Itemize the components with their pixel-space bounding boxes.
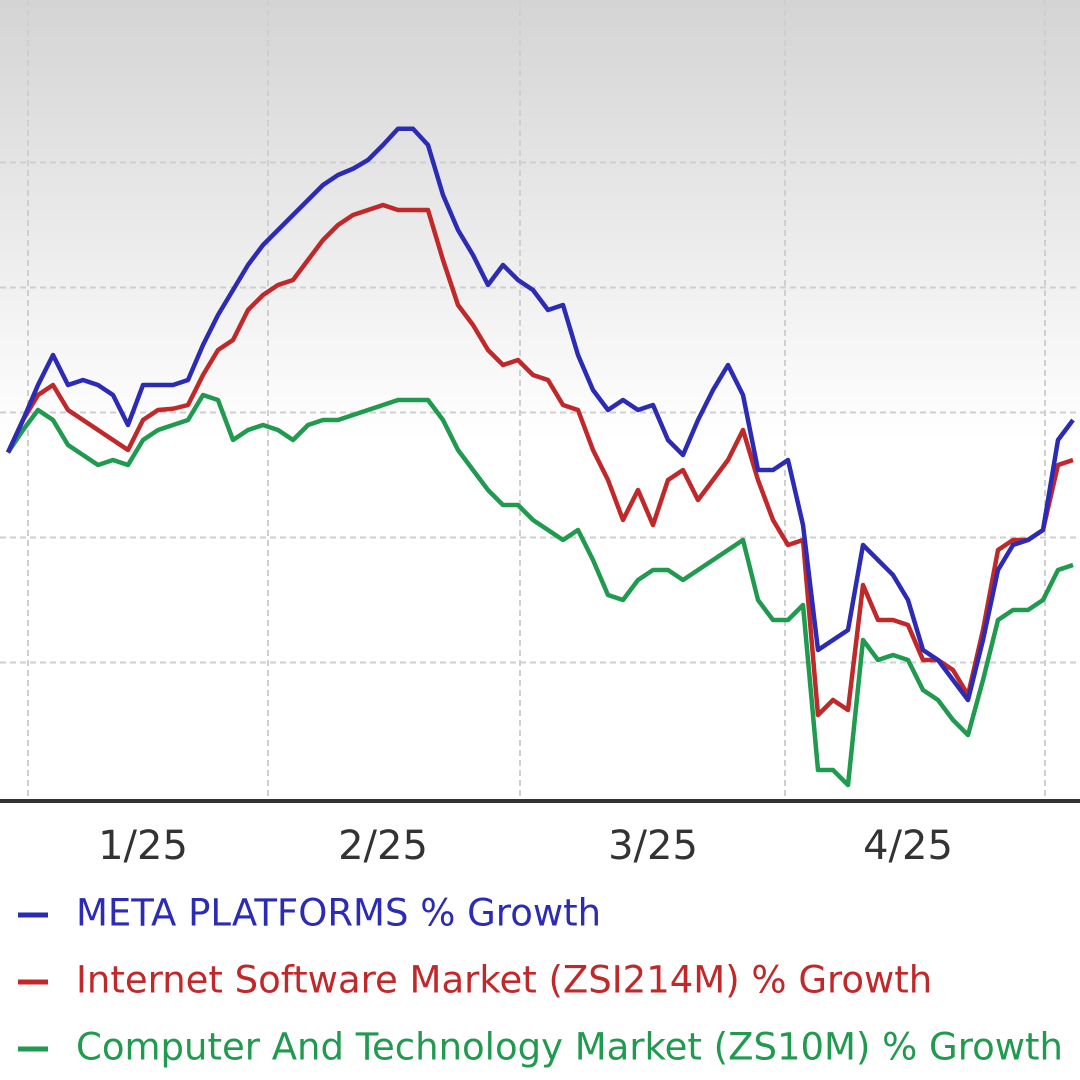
plot-background [0, 0, 1080, 800]
series-line [5, 126, 1075, 703]
x-tick-label: 1/25 [98, 823, 188, 869]
x-tick-label: 2/25 [338, 823, 428, 869]
series-line [6, 392, 1074, 788]
legend-label: META PLATFORMS % Growth [76, 892, 601, 935]
x-tick-label: 4/25 [863, 823, 953, 869]
legend-label: Computer And Technology Market (ZS10M) %… [76, 1026, 1063, 1069]
legend-label: Internet Software Market (ZSI214M) % Gro… [76, 959, 932, 1002]
series-line [5, 202, 1074, 718]
vertical-grid [27, 0, 1046, 800]
x-tick-label: 3/25 [608, 823, 698, 869]
